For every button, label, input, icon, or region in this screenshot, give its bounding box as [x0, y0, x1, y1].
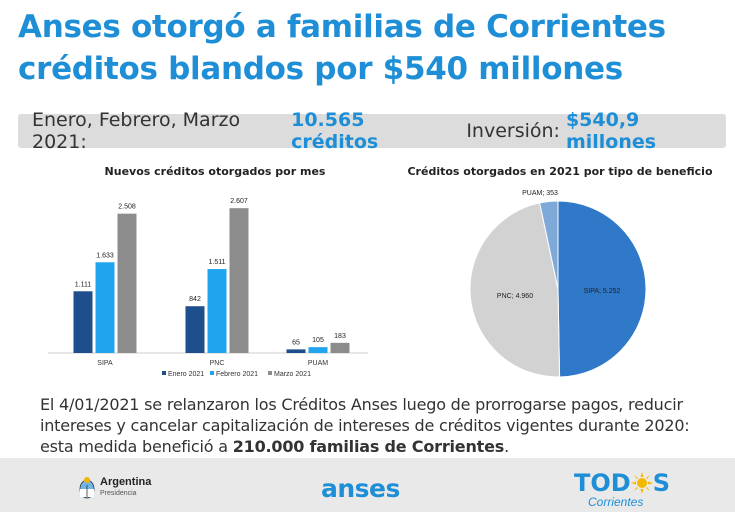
pie-slice-pnc — [469, 202, 561, 378]
headline-line-1: Anses otorgó a familias de Corrientes — [18, 9, 666, 45]
x-tick-pnc: PNC — [210, 360, 225, 367]
bar-puam-2 — [308, 347, 328, 353]
x-tick-puam: PUAM — [308, 360, 328, 367]
bar-puam-3 — [330, 342, 350, 353]
legend-label: Enero 2021 — [168, 371, 204, 378]
footer: Argentina Presidencia anses TOD S — [0, 458, 735, 512]
bar-value-label: 842 — [189, 296, 201, 303]
pie-slice-puam — [539, 200, 559, 290]
description-text: El 4/01/2021 se relanzaron los Créditos … — [40, 395, 690, 456]
bar-chart-title: Nuevos créditos otorgados por mes — [104, 165, 326, 178]
bar-value-label: 1.511 — [209, 259, 226, 266]
argentina-name: Argentina — [100, 476, 152, 488]
todos-left: TOD — [574, 469, 631, 497]
bar-value-label: 2.508 — [118, 204, 136, 211]
legend-swatch — [210, 371, 214, 375]
legend-label: Febrero 2021 — [216, 371, 258, 378]
todos-right: S — [652, 469, 670, 497]
anses-logo: anses — [321, 474, 400, 503]
sun-icon — [630, 472, 653, 494]
legend-swatch — [162, 371, 166, 375]
legend-swatch — [268, 371, 272, 375]
headline: Anses otorgó a familias de Corrientes cr… — [18, 6, 728, 90]
pie-slice-sipa — [557, 200, 647, 378]
bar-sipa-2 — [95, 262, 115, 353]
bar-value-label: 1.633 — [96, 252, 114, 259]
credits-value: 10.565 créditos — [291, 109, 379, 153]
bar-pnc-3 — [229, 208, 249, 353]
pie-label-sipa: SIPA; 5.252 — [584, 288, 621, 295]
bar-sipa-3 — [117, 213, 137, 353]
bar-value-label: 2.607 — [230, 198, 248, 205]
argentina-presidencia-logo: Argentina Presidencia — [78, 476, 151, 500]
bar-value-label: 105 — [312, 337, 324, 344]
description-paragraph: El 4/01/2021 se relanzaron los Créditos … — [40, 394, 720, 457]
pie-label-puam: PUAM; 353 — [522, 190, 558, 197]
legend-item-3: Marzo 2021 — [268, 371, 311, 378]
description-highlight: 210.000 familias de Corrientes — [232, 437, 505, 456]
todos-corrientes-logo: TOD S Corrientes — [574, 470, 684, 508]
argentina-sub: Presidencia — [100, 490, 137, 497]
investment-label: Inversión: — [466, 120, 560, 142]
bar-sipa-1 — [73, 291, 93, 353]
legend-label: Marzo 2021 — [274, 371, 311, 378]
headline-line-2: créditos blandos por $540 millones — [18, 51, 623, 87]
bar-value-label: 1.111 — [75, 281, 92, 288]
bar-pnc-1 — [185, 306, 205, 353]
legend-item-2: Febrero 2021 — [210, 371, 258, 378]
bar-value-label: 65 — [292, 339, 300, 346]
coat-of-arms-icon — [79, 477, 95, 499]
pie-label-pnc: PNC; 4.960 — [497, 293, 533, 300]
bar-pnc-2 — [207, 269, 227, 353]
investment-value: $540,9 millones — [565, 109, 657, 153]
period-label: Enero, Febrero, Marzo 2021: — [32, 109, 241, 153]
legend-item-1: Enero 2021 — [162, 371, 204, 378]
summary-band: Enero, Febrero, Marzo 2021: 10.565 crédi… — [18, 109, 726, 153]
bar-puam-1 — [286, 349, 306, 353]
bar-value-label: 183 — [334, 333, 346, 340]
todos-sub: Corrientes — [588, 495, 644, 509]
description-end: . — [504, 437, 509, 456]
pie-chart-title: Créditos otorgados en 2021 por tipo de b… — [407, 165, 713, 178]
x-tick-sipa: SIPA — [97, 360, 113, 367]
